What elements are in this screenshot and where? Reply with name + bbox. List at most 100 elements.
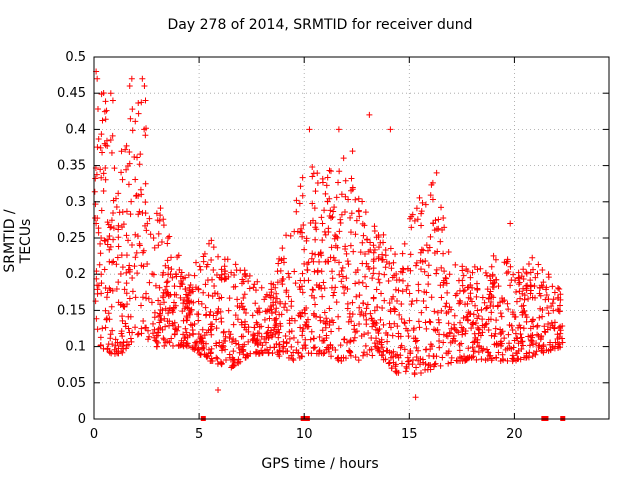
data-point [312,301,319,308]
data-point [436,344,443,351]
y-tick-label: 0.2 [65,267,86,282]
data-point [254,330,261,337]
data-point [252,287,259,294]
data-point [276,348,283,355]
data-point [117,270,124,277]
data-point [483,320,490,327]
data-point [182,286,189,293]
data-point [95,282,102,289]
data-point [429,179,436,186]
data-point [162,339,169,346]
data-point [146,215,153,222]
data-point [440,339,447,346]
data-point [234,303,241,310]
data-point [392,361,399,368]
data-point [376,270,383,277]
data-point [290,349,297,356]
data-point [349,148,356,155]
data-point [162,262,169,269]
data-point [242,270,249,277]
data-point [283,307,290,314]
data-point [489,273,496,280]
data-point [397,344,404,351]
data-point [369,323,376,330]
data-point [457,319,464,326]
data-point [230,348,237,355]
data-point [508,277,515,284]
data-point [468,325,475,332]
data-point [519,338,526,345]
data-point [265,335,272,342]
data-point [300,222,307,229]
data-point [123,142,130,149]
data-point [370,265,377,272]
data-point [418,210,425,217]
data-point [518,273,525,280]
data-point [171,319,178,326]
data-point [545,274,552,281]
data-point [524,282,531,289]
data-point [399,288,406,295]
data-point [342,177,349,184]
data-point [242,309,249,316]
data-point [355,208,362,215]
data-point [419,258,426,265]
data-point [548,319,555,326]
data-point [129,242,136,249]
data-point [542,296,549,303]
data-point [549,300,556,307]
data-point [160,216,167,223]
data-point [106,285,113,292]
data-point [551,319,558,326]
data-point [333,299,340,306]
data-point [126,82,133,89]
data-point [387,324,394,331]
data-point [135,211,142,218]
data-point [112,336,119,343]
data-point [143,324,150,331]
data-point [308,328,315,335]
data-point [275,260,282,267]
data-point [358,333,365,340]
data-point [331,235,338,242]
data-point [124,162,131,169]
data-point [368,315,375,322]
x-tick-label: 10 [296,427,313,442]
data-point [129,106,136,113]
data-point [470,319,477,326]
data-point [318,252,325,259]
data-point [556,340,563,347]
data-point [362,342,369,349]
data-point [137,186,144,193]
data-point [107,90,114,97]
data-point [283,340,290,347]
data-point [493,340,500,347]
data-point [280,276,287,283]
data-point [199,326,206,333]
data-point [391,320,398,327]
data-point [129,329,136,336]
data-point [168,266,175,273]
data-point [361,222,368,229]
data-point [353,217,360,224]
data-point [409,361,416,368]
data-point [300,325,307,332]
data-point [140,263,147,270]
data-point [540,342,547,349]
data-point [364,351,371,358]
data-point [386,299,393,306]
data-point [311,205,318,212]
data-point [309,173,316,180]
data-point [336,259,343,266]
data-point [394,351,401,358]
data-point [505,306,512,313]
data-point [474,286,481,293]
data-point [468,354,475,361]
data-point [309,164,316,171]
data-point [119,313,126,320]
data-point [296,200,303,207]
data-point [317,317,324,324]
data-point [338,211,345,218]
data-point [158,238,165,245]
data-point [398,300,405,307]
